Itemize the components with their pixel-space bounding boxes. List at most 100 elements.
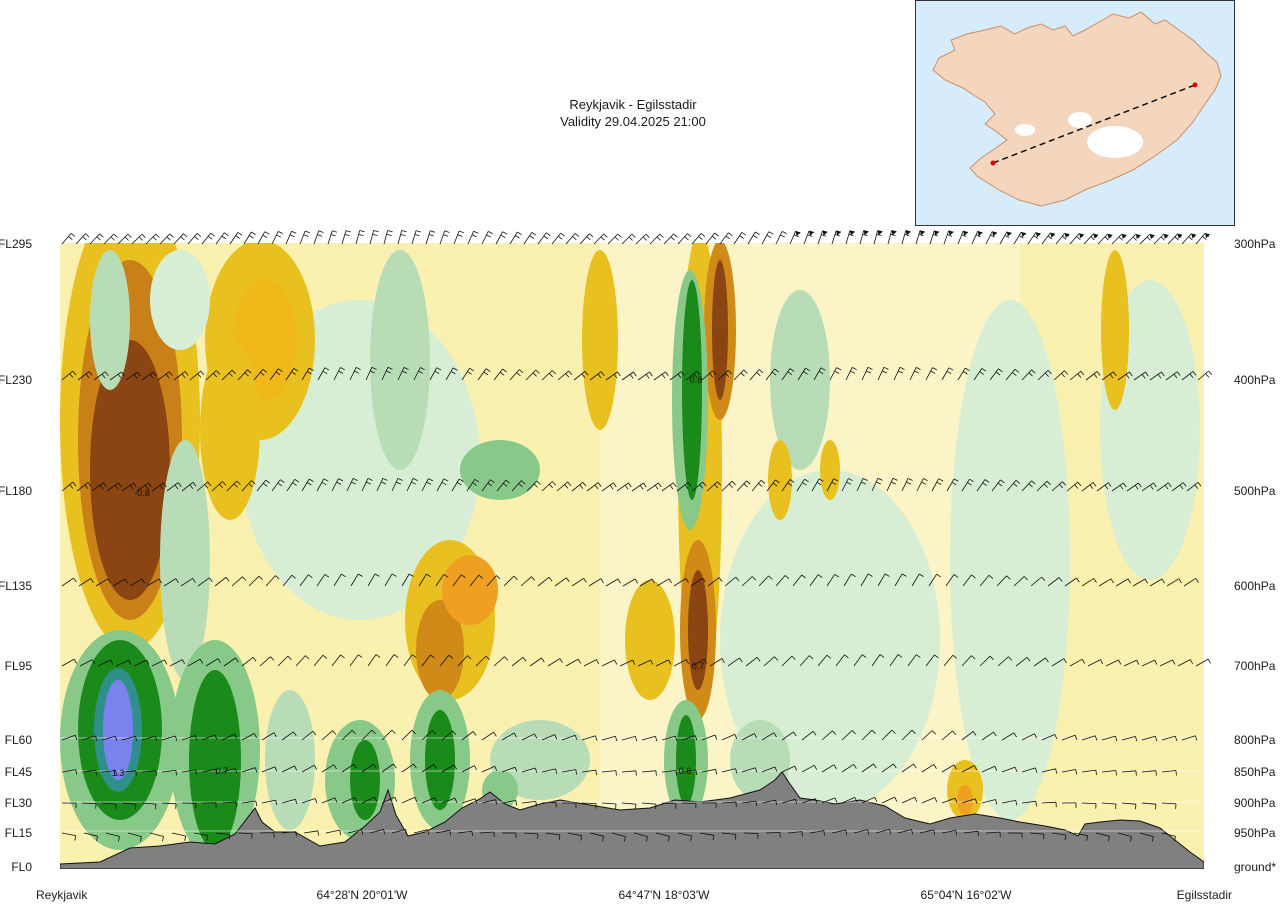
wind-barb (943, 654, 958, 667)
wind-barb (979, 574, 994, 587)
contour-band (770, 290, 830, 470)
wind-barb (861, 763, 877, 773)
wind-barb (1041, 768, 1058, 774)
wind-barb (103, 233, 118, 245)
wind-barb (1051, 481, 1067, 492)
wind-barb (541, 734, 558, 741)
wind-barb (853, 654, 867, 667)
wind-barb (809, 830, 825, 836)
wind-barb (581, 802, 597, 809)
wind-barb (787, 831, 803, 837)
wind-barb (1036, 480, 1051, 492)
wind-barb (663, 233, 678, 245)
wind-barb (925, 654, 939, 667)
wind-barb (106, 482, 122, 492)
wind-barb (413, 367, 425, 381)
right-tick-label: 800hPa (1234, 733, 1276, 747)
wind-barb (369, 829, 386, 835)
contour-band (768, 440, 792, 520)
wind-barb (781, 798, 798, 805)
wind-barb (1165, 371, 1181, 381)
wind-barb (301, 764, 318, 773)
wind-barb (425, 230, 436, 245)
wind-barb (439, 654, 454, 667)
wind-barb (101, 802, 117, 810)
wind-barb (661, 482, 677, 492)
wind-barb (941, 367, 954, 381)
wind-barb (961, 765, 978, 773)
wind-barb (673, 578, 689, 587)
wind-barb (621, 770, 637, 776)
right-axis-pressure: 300hPa 400hPa 500hPa 600hPa 700hPa 800hPa 850h… (1234, 237, 1276, 874)
wind-barb (384, 573, 397, 587)
wind-barb (281, 831, 297, 837)
wind-barb (397, 367, 409, 381)
wind-barb (1181, 371, 1197, 381)
wind-barb (271, 479, 285, 492)
wind-barb (639, 578, 655, 587)
wind-barb (1161, 832, 1176, 842)
wind-barb (946, 478, 959, 492)
wind-barb (361, 796, 378, 804)
wind-barb (81, 735, 98, 741)
wind-barb (1006, 479, 1021, 492)
wind-barb (747, 231, 760, 245)
wind-barb (457, 655, 472, 667)
wind-barb (361, 729, 376, 741)
wind-barb (547, 658, 563, 667)
right-tick-label: 500hPa (1234, 484, 1276, 498)
contour-band (160, 440, 210, 680)
wind-barb (579, 233, 594, 245)
wind-barb (981, 765, 998, 773)
wind-barb (881, 796, 898, 804)
wind-barb (76, 482, 92, 492)
wind-barb (841, 478, 853, 492)
wind-barb (589, 832, 604, 842)
wind-barb (215, 232, 229, 245)
wind-barb (481, 765, 498, 773)
wind-barb (557, 370, 573, 381)
left-tick-label: FL230 (0, 373, 32, 387)
wind-barb (277, 655, 292, 667)
wind-barb (1117, 371, 1133, 381)
wind-barb (1161, 735, 1178, 742)
wind-barb (451, 478, 464, 492)
route-end-marker (1192, 82, 1198, 88)
wind-barb (554, 577, 570, 587)
wind-barb (1081, 578, 1097, 587)
wind-barb (187, 233, 202, 245)
wind-barb (481, 799, 498, 805)
wind-barb (545, 832, 561, 840)
wind-barb (741, 767, 758, 773)
wind-barb (775, 575, 790, 587)
wind-barb (655, 659, 672, 667)
value-label: 0.8 (690, 375, 703, 385)
wind-barb (586, 482, 602, 492)
wind-barb (921, 764, 937, 773)
wind-barb (321, 797, 338, 804)
wind-barb (181, 735, 198, 741)
wind-barb (765, 832, 781, 838)
wind-barb (811, 478, 824, 492)
contour-band (1101, 250, 1129, 410)
wind-barb (611, 832, 626, 842)
wind-barb (971, 230, 983, 245)
wind-barb (661, 802, 677, 809)
wind-barb (886, 477, 898, 492)
wind-barb (101, 735, 118, 742)
wind-barb (1181, 735, 1198, 741)
wind-barb (690, 577, 706, 587)
wind-barb (347, 829, 364, 835)
wind-barb (180, 577, 196, 587)
wind-barb (894, 573, 907, 587)
wind-barb (621, 736, 638, 742)
wind-barb (241, 800, 257, 806)
chart-subtitle: Validity 29.04.2025 21:00 (560, 114, 706, 129)
wind-barb (701, 734, 718, 741)
left-tick-label: FL0 (11, 860, 32, 874)
wind-barb (845, 230, 855, 245)
wind-barb (541, 801, 557, 808)
wind-barb (1069, 658, 1086, 667)
wind-barb (941, 830, 958, 836)
wind-barb (259, 832, 275, 838)
